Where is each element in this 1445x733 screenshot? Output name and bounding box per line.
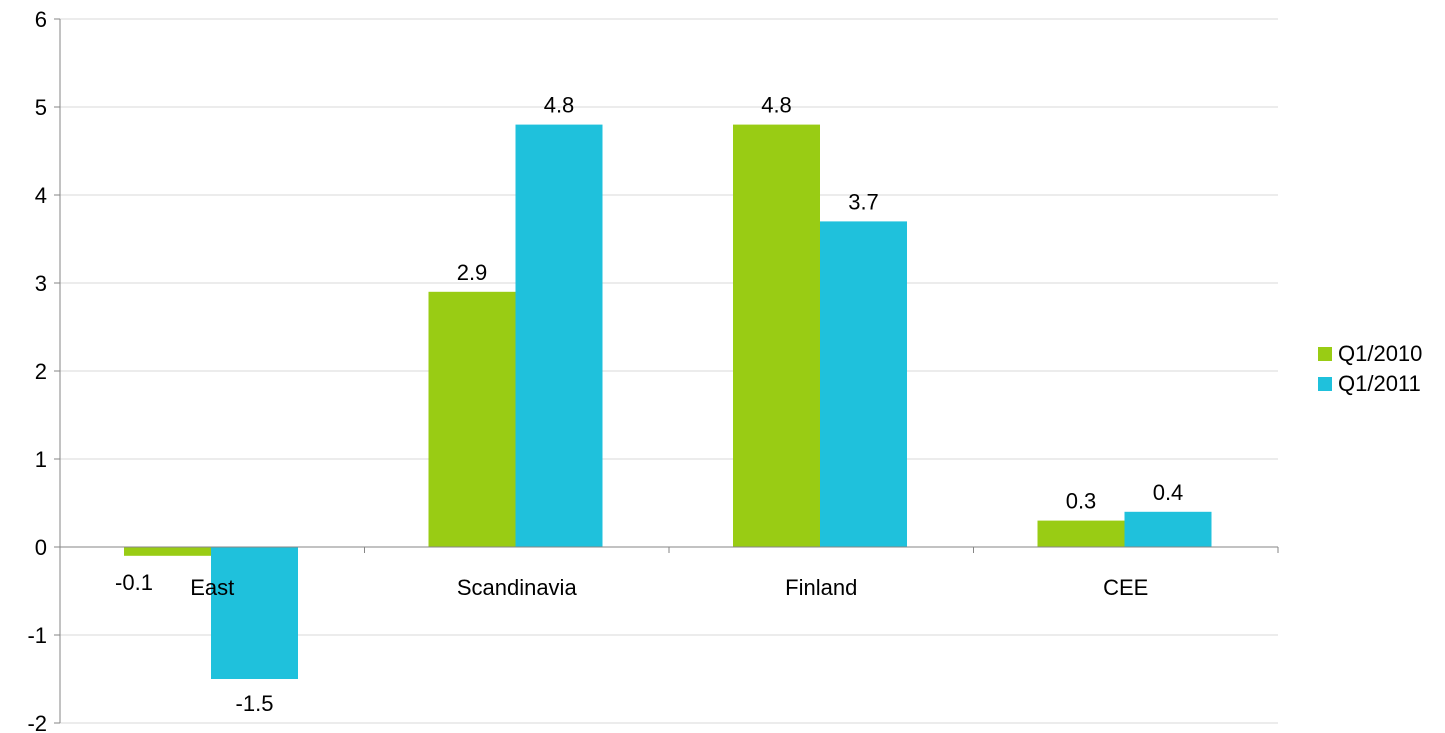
data-label: -0.1 [115, 570, 153, 595]
y-tick-label: 5 [35, 95, 47, 120]
y-tick-label: 3 [35, 271, 47, 296]
legend-label-q1-2011: Q1/2011 [1338, 371, 1421, 396]
legend-item-q1-2011: Q1/2011 [1318, 369, 1422, 399]
y-tick-label: -1 [27, 623, 47, 648]
bars [124, 124, 1212, 679]
bar-east-q1-2011 [211, 547, 298, 679]
y-tick-label: 6 [35, 7, 47, 32]
legend-swatch-q1-2011 [1318, 377, 1332, 391]
axes: -2 -1 0 1 2 3 4 5 6 [27, 7, 1279, 733]
bar-cee-q1-2011 [1124, 511, 1212, 547]
y-tick-label: 2 [35, 359, 47, 384]
data-label: 0.4 [1153, 480, 1184, 505]
x-tick-label-cee: CEE [1103, 575, 1148, 600]
bar-east-q1-2010 [124, 547, 211, 556]
legend-swatch-q1-2010 [1318, 347, 1332, 361]
bar-finland-q1-2010 [733, 124, 820, 547]
legend-label-q1-2010: Q1/2010 [1338, 341, 1423, 366]
data-label: 0.3 [1066, 489, 1097, 514]
data-label: 3.7 [848, 189, 879, 214]
legend: Q1/2010 Q1/2011 [1318, 339, 1422, 399]
y-tick-label: -2 [27, 711, 47, 733]
y-tick-label: 4 [35, 183, 47, 208]
x-tick-label-scandinavia: Scandinavia [457, 575, 578, 600]
bar-cee-q1-2010 [1037, 520, 1125, 547]
data-label: 2.9 [457, 260, 488, 285]
x-tick-label-east: East [190, 575, 234, 600]
bar-scandinavia-q1-2011 [515, 124, 603, 547]
data-label: 4.8 [544, 93, 575, 118]
data-label: -1.5 [236, 691, 274, 716]
y-tick-label: 0 [35, 535, 47, 560]
data-label: 4.8 [761, 93, 792, 118]
bar-scandinavia-q1-2010 [428, 291, 516, 547]
x-tick-label-finland: Finland [785, 575, 857, 600]
data-labels: -0.1 -1.5 2.9 4.8 4.8 3.7 0.3 0.4 East Scandinavi… [115, 93, 1183, 716]
y-tick-label: 1 [35, 447, 47, 472]
bar-finland-q1-2011 [820, 221, 907, 547]
legend-item-q1-2010: Q1/2010 [1318, 339, 1422, 369]
